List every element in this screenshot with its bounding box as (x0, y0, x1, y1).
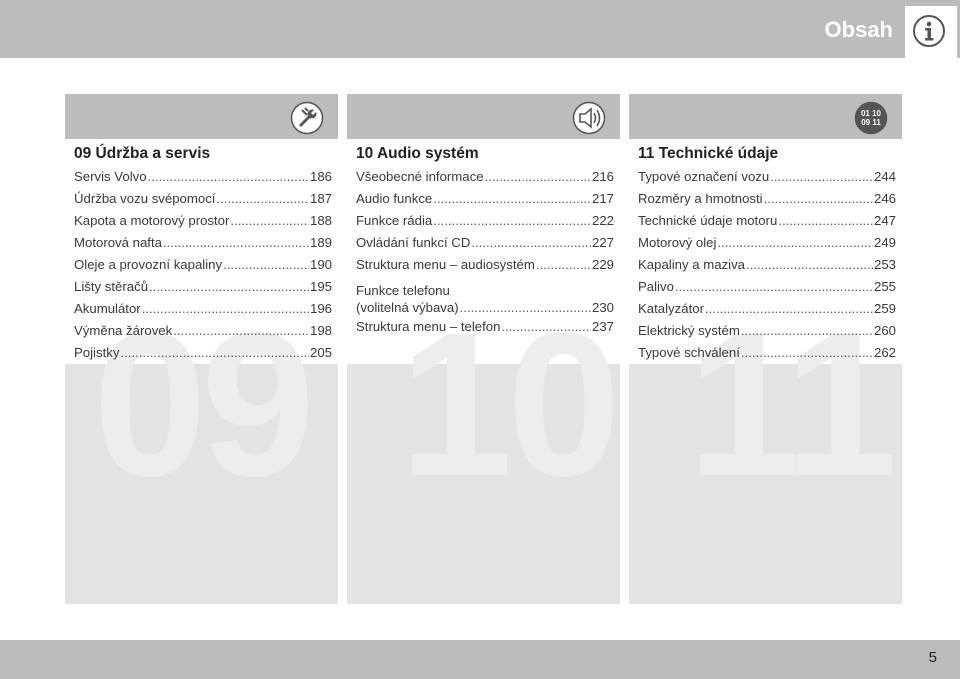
toc-entry-page: 259 (873, 301, 896, 316)
toc-entry-page: 216 (591, 169, 614, 184)
toc-entry[interactable]: Pojistky 205 (74, 342, 332, 364)
toc-entry-page: 262 (873, 345, 896, 360)
chapter-column-10: 10 10 Audio systém Všeobecné informace21… (347, 94, 620, 604)
toc-entry-label: Motorový olej (638, 235, 717, 250)
toc-entry[interactable]: Výměna žárovek 198 (74, 320, 332, 342)
toc-entry-page: 227 (591, 235, 614, 250)
toc-entry-page: 249 (873, 235, 896, 250)
section-title: 10 Audio systém (356, 145, 479, 162)
toc-entry-label: Kapota a motorový prostor (74, 213, 230, 228)
toc-list: Všeobecné informace 216 Audio funkce 217 F… (356, 166, 614, 338)
toc-entry-label: Pojistky (74, 345, 120, 360)
toc-entry-page: 253 (873, 257, 896, 272)
technical-data-icon-text: 01 10 (861, 109, 882, 118)
toc-entry-label: Údržba vozu svépomocí (74, 191, 216, 206)
toc-entry[interactable]: Struktura menu – audiosystém 229 (356, 254, 614, 276)
toc-entry[interactable]: Funkce telefonu(volitelná výbava) 230 (356, 276, 614, 316)
toc-entry[interactable]: Ovládání funkcí CD 227 (356, 232, 614, 254)
toc-entry-label: Rozměry a hmotnosti (638, 191, 763, 206)
page-number: 5 (928, 649, 937, 666)
toc-entry-label: Struktura menu – audiosystém (356, 257, 535, 272)
toc-entry[interactable]: Lišty stěračů 195 (74, 276, 332, 298)
toc-entry-label: Technické údaje motoru (638, 213, 778, 228)
toc-entry-page: 190 (309, 257, 332, 272)
toc-entry-page: 188 (309, 213, 332, 228)
footer-bar: 5 (0, 640, 960, 679)
toc-entry[interactable]: Motorový olej 249 (638, 232, 896, 254)
chapter-column-09: 09 09 Údržba a servis Servis Volvo186 Úd… (65, 94, 338, 604)
toc-entry-page: 246 (873, 191, 896, 206)
toc-entry[interactable]: Kapaliny a maziva 253 (638, 254, 896, 276)
toc-entry-label: Typové schválení (638, 345, 740, 360)
toc-entry[interactable]: Elektrický systém 260 (638, 320, 896, 342)
toc-entry[interactable]: Typové označení vozu 244 (638, 166, 896, 188)
toc-entry-label: Palivo (638, 279, 674, 294)
toc-entry-page: 189 (309, 235, 332, 250)
toc-entry[interactable]: Údržba vozu svépomocí 187 (74, 188, 332, 210)
technical-data-icon-text: 09 11 (861, 118, 881, 127)
toc-entry-page: 237 (591, 319, 614, 334)
chapter-column-11: 01 10 09 11 11 11 Technické údaje Typové… (629, 94, 902, 604)
toc-entry[interactable]: Audio funkce 217 (356, 188, 614, 210)
toc-entry-label: Elektrický systém (638, 323, 740, 338)
toc-list: Servis Volvo 186 Údržba vozu svépomocí 187… (74, 166, 332, 364)
toc-entry[interactable]: Typové schválení 262 (638, 342, 896, 364)
page-title: Obsah (824, 17, 893, 42)
toc-entry-page: 247 (873, 213, 896, 228)
toc-entry-label: Funkce telefonu (volitelná výbava) (356, 283, 459, 315)
toc-entry[interactable]: Motorová nafta 189 (74, 232, 332, 254)
toc-entry[interactable]: Kapota a motorový prostor 188 (74, 210, 332, 232)
toc-entry[interactable]: Rozměry a hmotnosti 246 (638, 188, 896, 210)
speaker-icon (572, 101, 606, 135)
toc-entry-page: 255 (873, 279, 896, 294)
toc-entry-label: Funkce rádia (356, 213, 433, 228)
toc-entry-label: Lišty stěračů (74, 279, 149, 294)
toc-entry-page: 217 (591, 191, 614, 206)
toc-entry-page: 195 (309, 279, 332, 294)
toc-entry-label: Oleje a provozní kapaliny (74, 257, 223, 272)
toc-entry-page: 230 (591, 300, 614, 315)
toc-entry[interactable]: Akumulátor 196 (74, 298, 332, 320)
toc-entry-label: Typové označení vozu (638, 169, 770, 184)
toc-entry-label: Audio funkce (356, 191, 433, 206)
toc-entry-page: 187 (309, 191, 332, 206)
toc-entry[interactable]: Všeobecné informace 216 (356, 166, 614, 188)
technical-data-icon: 01 10 09 11 (854, 101, 888, 135)
info-icon (913, 15, 945, 47)
toc-entry-page: 198 (309, 323, 332, 338)
toc-entry-page: 244 (873, 169, 896, 184)
toc-entry-page: 222 (591, 213, 614, 228)
toc-entry-label: Struktura menu – telefon (356, 319, 501, 334)
toc-entry[interactable]: Struktura menu – telefon 237 (356, 316, 614, 338)
toc-entry-page: 260 (873, 323, 896, 338)
section-title: 09 Údržba a servis (74, 145, 211, 162)
toc-entry-label: Akumulátor (74, 301, 141, 316)
toc-entry-label: Katalyzátor (638, 301, 704, 316)
toc-entry[interactable]: Funkce rádia 222 (356, 210, 614, 232)
toc-entry-page: 205 (309, 345, 332, 360)
toc-entry-page: 229 (591, 257, 614, 272)
toc-entry[interactable]: Katalyzátor 259 (638, 298, 896, 320)
toc-entry[interactable]: Palivo 255 (638, 276, 896, 298)
toc-entry-label: Servis Volvo (74, 169, 147, 184)
toc-entry-label: Motorová nafta (74, 235, 162, 250)
toc-entry-page: 186 (309, 169, 332, 184)
toc-entry[interactable]: Technické údaje motoru 247 (638, 210, 896, 232)
toc-entry-label: Ovládání funkcí CD (356, 235, 471, 250)
toc-entry-label: Výměna žárovek (74, 323, 173, 338)
toc-entry[interactable]: Oleje a provozní kapaliny 190 (74, 254, 332, 276)
section-title: 11 Technické údaje (638, 145, 779, 162)
toc-entry-label: Kapaliny a maziva (638, 257, 746, 272)
toc-list: Typové označení vozu 244 Rozměry a hmotno… (638, 166, 896, 364)
header-bar (0, 0, 960, 58)
toc-entry-page: 196 (309, 301, 332, 316)
toc-entry[interactable]: Servis Volvo 186 (74, 166, 332, 188)
toc-entry-label: Všeobecné informace (356, 169, 484, 184)
wrench-icon (290, 101, 324, 135)
